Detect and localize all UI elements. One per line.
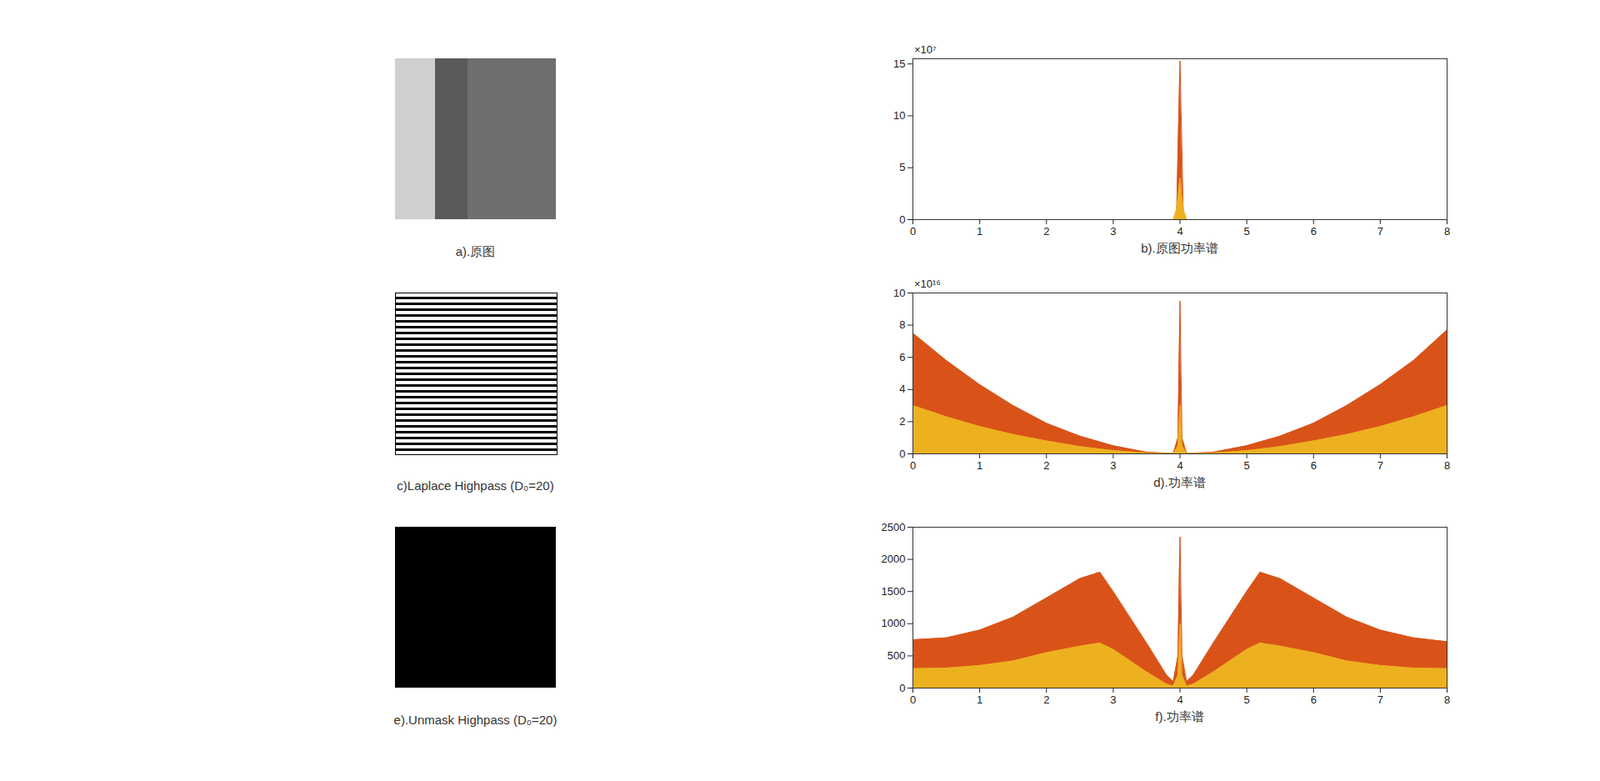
svg-text:1: 1 (976, 693, 983, 706)
svg-text:0: 0 (899, 681, 905, 695)
svg-text:2000: 2000 (881, 552, 906, 565)
html-text:×10⁷: ×10⁷ (914, 43, 937, 56)
svg-text:4: 4 (1176, 693, 1183, 706)
svg-text:3: 3 (1110, 459, 1116, 472)
svg-text:1500: 1500 (881, 585, 906, 598)
svg-text:500: 500 (887, 649, 906, 662)
svg-text:6: 6 (1310, 459, 1317, 472)
svg-text:10: 10 (893, 109, 905, 122)
svg-text:5: 5 (1244, 693, 1250, 706)
svg-text:0: 0 (910, 693, 916, 706)
svg-text:6: 6 (1310, 693, 1317, 706)
svg-text:5: 5 (1244, 225, 1250, 238)
svg-text:5: 5 (899, 160, 905, 174)
svg-text:2: 2 (1043, 459, 1050, 472)
svg-text:3: 3 (1110, 225, 1116, 238)
svg-text:8: 8 (1444, 693, 1450, 706)
html-text:a).原图: a).原图 (455, 244, 496, 259)
svg-text:5: 5 (1244, 459, 1250, 472)
html-text:f).功率谱: f).功率谱 (1155, 709, 1204, 724)
svg-text:10: 10 (893, 286, 905, 300)
html-text:b).原图功率谱: b).原图功率谱 (1141, 240, 1219, 255)
svg-text:0: 0 (910, 225, 916, 238)
svg-text:0: 0 (899, 213, 905, 226)
html-text:×10¹⁶: ×10¹⁶ (914, 277, 941, 290)
svg-text:2: 2 (1043, 225, 1050, 238)
svg-text:4: 4 (1176, 225, 1183, 238)
svg-text:0: 0 (899, 447, 905, 460)
svg-text:4: 4 (1176, 459, 1183, 472)
html-text:c)Laplace Highpass (D₀=20): c)Laplace Highpass (D₀=20) (396, 478, 554, 493)
svg-text:6: 6 (1310, 225, 1317, 238)
svg-text:7: 7 (1377, 693, 1384, 706)
html-text:e).Unmask Highpass (D₀=20): e).Unmask Highpass (D₀=20) (393, 712, 557, 727)
svg-text:2: 2 (899, 415, 905, 428)
svg-text:4: 4 (899, 382, 905, 395)
svg-text:8: 8 (1444, 459, 1450, 472)
html-text:d).功率谱: d).功率谱 (1153, 475, 1206, 490)
svg-text:8: 8 (1444, 225, 1450, 238)
svg-text:15: 15 (893, 57, 905, 70)
svg-text:2: 2 (1043, 693, 1050, 706)
svg-text:1: 1 (976, 225, 983, 238)
svg-text:3: 3 (1110, 693, 1116, 706)
svg-text:2500: 2500 (881, 520, 906, 534)
svg-text:1: 1 (976, 459, 983, 472)
svg-text:6: 6 (899, 350, 905, 364)
svg-text:7: 7 (1377, 459, 1384, 472)
svg-text:7: 7 (1377, 225, 1384, 238)
svg-text:8: 8 (899, 318, 905, 331)
svg-text:0: 0 (910, 459, 916, 472)
svg-text:1000: 1000 (881, 616, 906, 630)
